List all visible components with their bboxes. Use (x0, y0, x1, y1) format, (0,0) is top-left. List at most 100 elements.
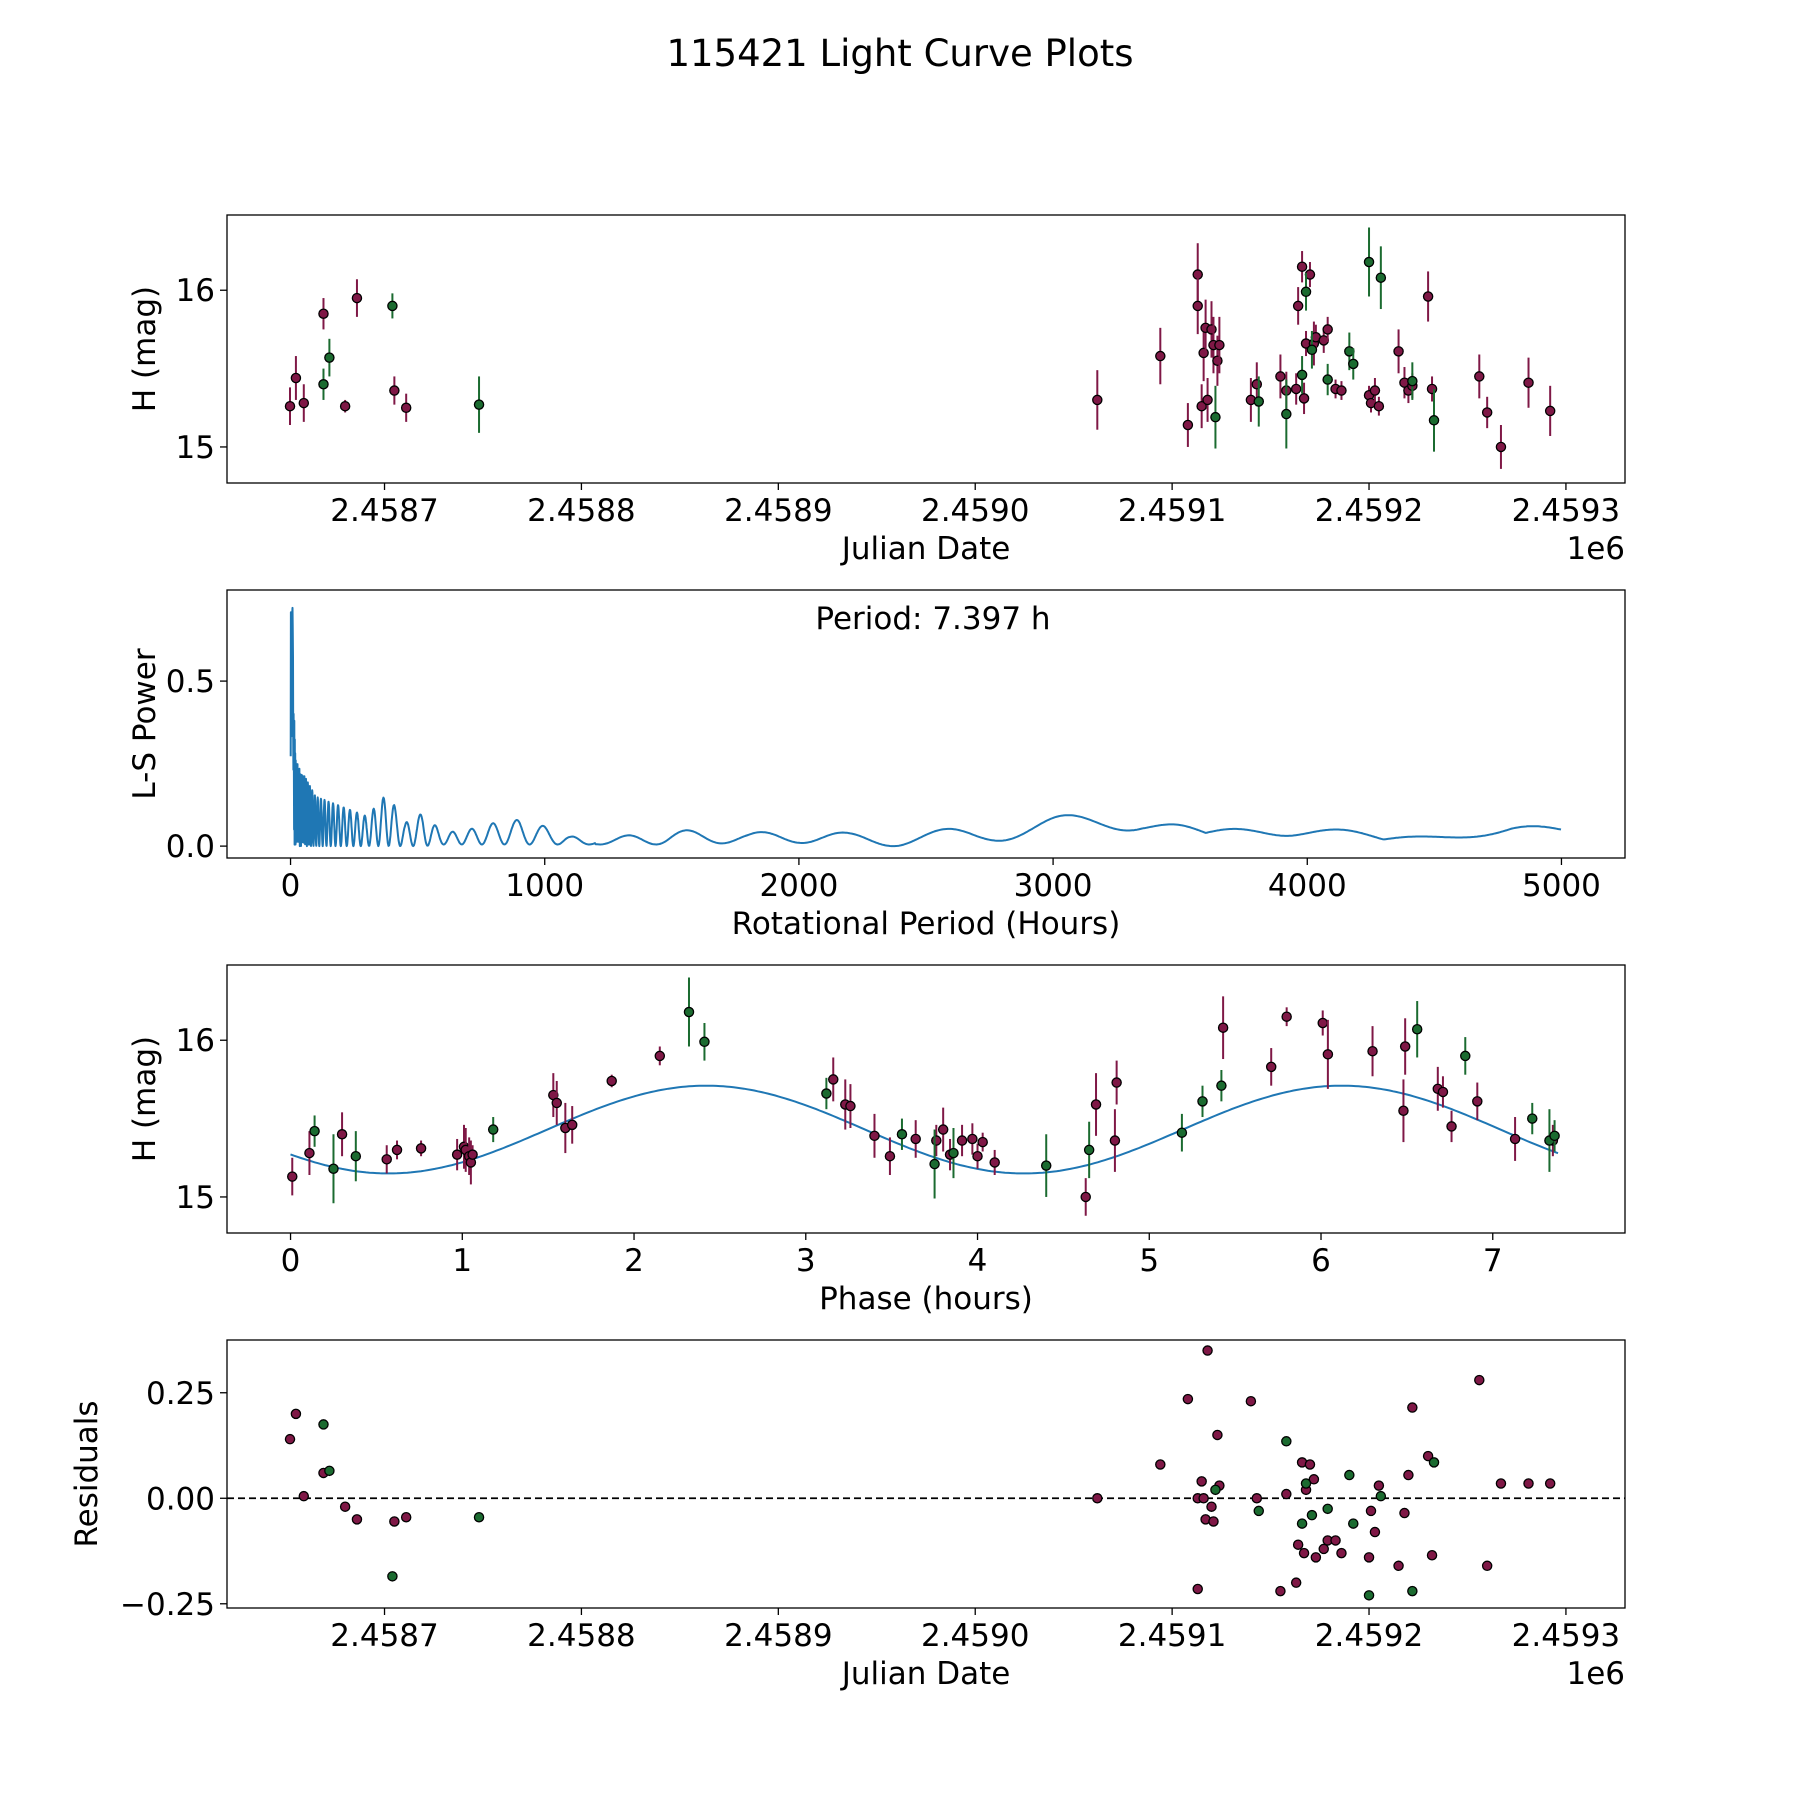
data-point (1298, 1547, 1310, 1559)
x-tick-label: 2.4588 (527, 493, 635, 529)
data-point (948, 1147, 959, 1159)
data-point (1373, 1480, 1385, 1491)
data-point (699, 1036, 710, 1048)
data-point (1198, 347, 1209, 359)
data-point (1155, 1459, 1166, 1470)
green-points-series (309, 977, 1560, 1204)
data-point (298, 1490, 310, 1502)
data-point (287, 1171, 298, 1182)
data-point (1317, 1017, 1328, 1029)
data-point (381, 1154, 392, 1165)
data-point (1474, 1374, 1485, 1386)
data-point (1373, 400, 1385, 412)
data-point (1253, 396, 1265, 407)
data-point (1330, 1535, 1341, 1546)
data-point (1092, 394, 1103, 406)
data-point (1363, 1552, 1375, 1563)
data-point (1407, 1402, 1418, 1413)
red-points-series (284, 243, 1556, 469)
x-tick-label: 5000 (1522, 868, 1601, 904)
data-point (1407, 375, 1418, 387)
data-point (1210, 411, 1221, 423)
data-point (1336, 385, 1347, 396)
x-tick-label: 0 (281, 868, 301, 904)
data-point (1322, 374, 1333, 385)
data-point (387, 300, 398, 312)
x-tick-label: 2.4593 (1512, 493, 1620, 529)
x-offset-label: 1e6 (1566, 1656, 1625, 1692)
data-point (387, 1571, 398, 1582)
plot-area (287, 977, 1560, 1216)
data-point (1245, 1395, 1257, 1407)
data-point (1348, 358, 1359, 370)
x-tick-label: 0 (281, 1243, 301, 1279)
data-point (1318, 1543, 1329, 1555)
y-tick-label: 15 (176, 430, 215, 466)
data-point (828, 1074, 839, 1085)
data-point (298, 397, 310, 409)
data-point (1192, 300, 1203, 312)
x-tick-label: 2.4589 (724, 1618, 832, 1654)
x-axis-label: Rotational Period (Hours) (732, 906, 1121, 942)
data-point (1202, 1345, 1213, 1356)
y-tick-label: −0.25 (120, 1587, 215, 1623)
data-point (1306, 1509, 1318, 1521)
data-point (391, 1144, 403, 1156)
data-point (1393, 1560, 1404, 1572)
data-point (1192, 1583, 1203, 1595)
data-point (1208, 1516, 1219, 1527)
data-point (1422, 291, 1434, 302)
x-tick-label: 1000 (505, 868, 584, 904)
data-point (351, 1514, 363, 1525)
x-tick-label: 2.4592 (1315, 493, 1423, 529)
data-point (1322, 1049, 1334, 1060)
data-point (290, 1408, 302, 1420)
red-points-series (284, 1345, 1556, 1597)
data-point (1212, 1429, 1223, 1441)
data-point (339, 400, 351, 412)
data-point (1549, 1130, 1560, 1142)
data-point (1296, 1518, 1308, 1529)
data-point (1040, 1160, 1052, 1171)
data-point (1251, 379, 1263, 390)
data-point (1527, 1113, 1538, 1124)
data-point (1155, 350, 1166, 362)
x-tick-label: 2.4591 (1118, 493, 1226, 529)
periodogram-line (289, 606, 1562, 848)
data-point (1109, 1135, 1121, 1146)
green-points-series (318, 227, 1440, 452)
data-point (1509, 1133, 1521, 1145)
data-point (1398, 1105, 1409, 1117)
x-tick-label: 2 (624, 1243, 644, 1279)
data-point (290, 372, 302, 384)
data-point (1428, 415, 1440, 426)
data-point (931, 1135, 942, 1146)
data-point (1198, 1493, 1209, 1504)
data-point (683, 1006, 695, 1018)
data-point (1217, 1022, 1229, 1033)
data-point (972, 1150, 983, 1162)
data-point (1437, 1086, 1449, 1098)
axes-frame (226, 964, 1626, 1234)
data-point (654, 1050, 666, 1062)
red-points-series (287, 996, 1559, 1216)
data-point (1111, 1077, 1122, 1088)
x-tick-label: 7 (1483, 1243, 1503, 1279)
figure-title: 115421 Light Curve Plots (666, 32, 1133, 75)
data-point (1336, 1547, 1347, 1559)
data-point (1206, 1501, 1217, 1512)
x-tick-label: 3 (796, 1243, 816, 1279)
green-points-series (318, 1419, 1440, 1601)
data-point (400, 1512, 412, 1523)
y-tick-label: 0.5 (166, 664, 215, 700)
data-point (487, 1124, 499, 1135)
plot-area (227, 1345, 1625, 1601)
y-axis-label: L-S Power (127, 648, 163, 799)
data-point (284, 1433, 296, 1445)
y-axis-label: Residuals (69, 1400, 105, 1547)
data-point (473, 1512, 485, 1523)
plot-area (284, 227, 1556, 469)
data-point (389, 385, 400, 396)
x-tick-label: 2.4593 (1512, 1618, 1620, 1654)
